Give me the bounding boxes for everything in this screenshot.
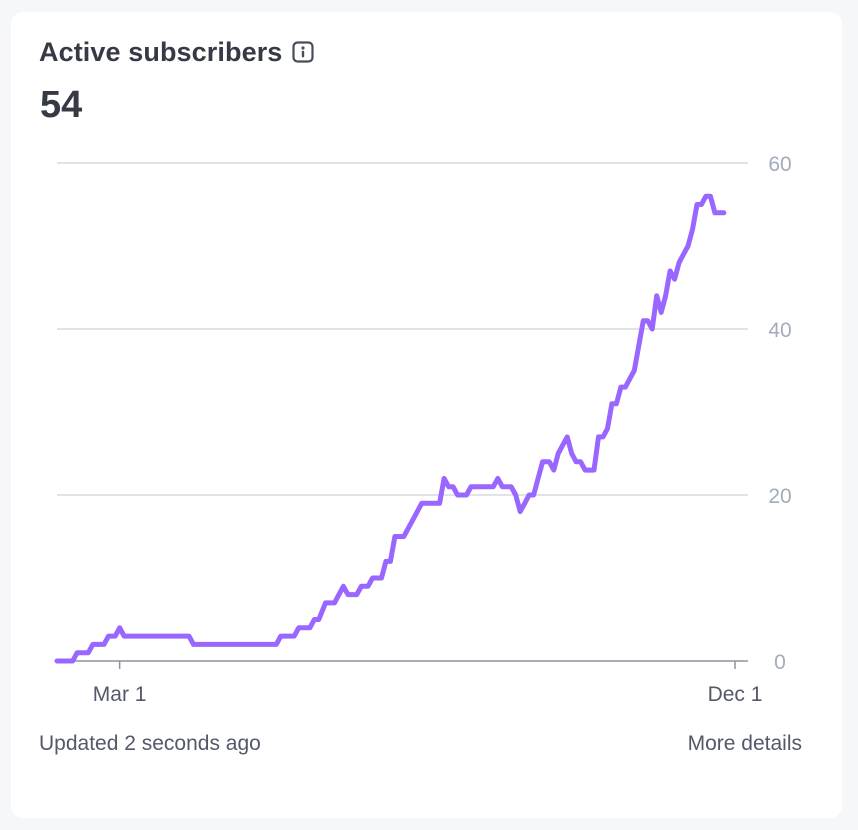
x-tick-label: Dec 1 bbox=[708, 683, 763, 706]
y-tick-label: 20 bbox=[768, 485, 791, 508]
y-tick-label: 40 bbox=[768, 319, 791, 342]
y-tick-label: 60 bbox=[768, 153, 791, 176]
series-line-group bbox=[54, 193, 727, 664]
series-line bbox=[54, 193, 727, 664]
info-icon[interactable] bbox=[292, 41, 315, 63]
card-title: Active subscribers bbox=[39, 36, 283, 67]
grid-lines bbox=[57, 162, 748, 496]
card-header: Active subscribers bbox=[39, 36, 315, 68]
x-axis: Mar 1 Dec 1 bbox=[57, 660, 763, 706]
active-subscribers-card bbox=[11, 12, 842, 818]
y-axis-ticks: 0 20 40 60 bbox=[768, 153, 791, 674]
more-details-link[interactable]: More details bbox=[687, 732, 802, 755]
y-tick-label: 0 bbox=[774, 651, 786, 674]
updated-timestamp: Updated 2 seconds ago bbox=[39, 732, 261, 755]
subscriber-count: 54 bbox=[40, 84, 83, 126]
x-tick-label: Mar 1 bbox=[93, 683, 147, 706]
